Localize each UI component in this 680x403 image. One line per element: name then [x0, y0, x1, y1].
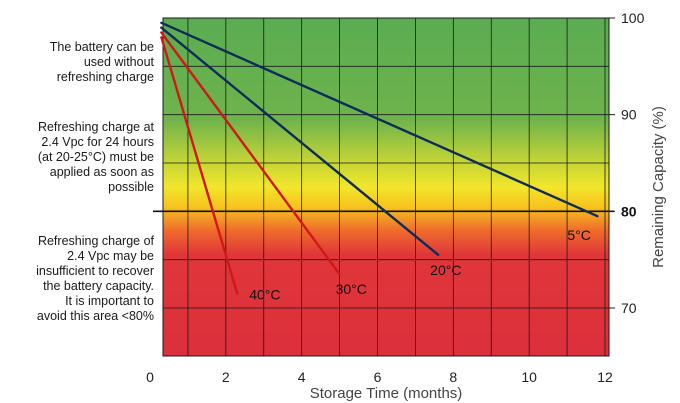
- y-axis-title: Remaining Capacity (%): [650, 106, 667, 268]
- series-line: [160, 21, 599, 218]
- series-line: [160, 36, 239, 295]
- plot-border: [162, 17, 610, 357]
- plot-background: [163, 18, 609, 356]
- note-avoid-area: Refreshing charge of 2.4 Vpc may be insu…: [36, 234, 154, 323]
- axes: 0 2 4 6 8 10 12 70 90 100 80 Storage Time (months) R…: [146, 10, 667, 402]
- note-refresh-required: Refreshing charge at 2.4 Vpc for 24 hour…: [37, 120, 154, 194]
- y-tick-label: 90: [621, 107, 637, 123]
- x-tick-label: 0: [146, 369, 154, 385]
- series-label: 20°C: [430, 262, 461, 278]
- series-label: 30°C: [336, 281, 367, 297]
- x-tick-label: 4: [298, 369, 306, 385]
- threshold-tick-label: 80: [621, 203, 637, 219]
- x-tick-label: 12: [597, 369, 613, 385]
- series-line: [160, 31, 341, 276]
- x-tick-label: 6: [374, 369, 382, 385]
- y-tick-label: 100: [621, 10, 645, 26]
- x-tick-label: 10: [521, 369, 537, 385]
- series-group: 5°C 20°C 30°C 40°C: [160, 21, 599, 303]
- note-no-refresh-needed: The battery can be used without refreshi…: [49, 40, 154, 84]
- x-tick-label: 8: [449, 369, 457, 385]
- series-label: 5°C: [567, 227, 591, 243]
- y-tick-label: 70: [621, 300, 637, 316]
- x-axis-title: Storage Time (months): [310, 385, 463, 402]
- series-line: [160, 26, 440, 257]
- series-label: 40°C: [249, 287, 280, 303]
- x-tick-label: 2: [222, 369, 230, 385]
